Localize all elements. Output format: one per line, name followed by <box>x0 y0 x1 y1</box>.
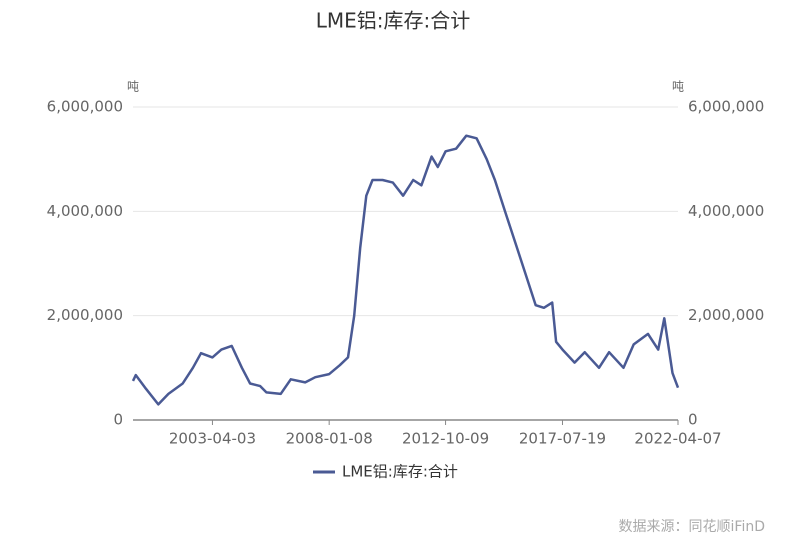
y2-unit: 吨 <box>672 80 684 94</box>
y2-tick-label: 4,000,000 <box>688 202 764 220</box>
x-tick-label: 2008-01-08 <box>286 430 373 448</box>
series-line <box>131 134 680 406</box>
y-tick-label: 4,000,000 <box>47 202 123 220</box>
x-tick-label: 2003-04-03 <box>169 430 256 448</box>
x-tick-label: 2022-04-07 <box>634 430 721 448</box>
legend-label: LME铝:库存:合计 <box>342 463 458 481</box>
x-tick-label: 2017-07-19 <box>519 430 606 448</box>
y-tick-label: 6,000,000 <box>47 98 123 116</box>
source: 数据来源：同花顺iFinD <box>619 519 765 535</box>
y-unit: 吨 <box>127 80 139 94</box>
y-tick-label: 0 <box>113 411 123 429</box>
y2-tick-label: 6,000,000 <box>688 98 764 116</box>
y2-tick-label: 2,000,000 <box>688 306 764 324</box>
x-tick-label: 2012-10-09 <box>402 430 489 448</box>
y2-tick-label: 0 <box>688 411 698 429</box>
chart-title: LME铝:库存:合计 <box>316 9 471 33</box>
y-tick-label: 2,000,000 <box>47 306 123 324</box>
